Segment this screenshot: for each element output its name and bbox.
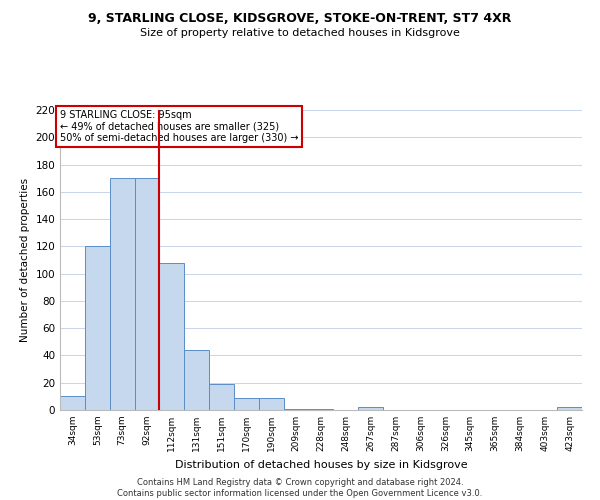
Bar — [284, 408, 308, 410]
Bar — [60, 396, 85, 410]
Bar — [209, 384, 234, 410]
Text: 9, STARLING CLOSE, KIDSGROVE, STOKE-ON-TRENT, ST7 4XR: 9, STARLING CLOSE, KIDSGROVE, STOKE-ON-T… — [88, 12, 512, 26]
Text: Contains HM Land Registry data © Crown copyright and database right 2024.
Contai: Contains HM Land Registry data © Crown c… — [118, 478, 482, 498]
Bar — [259, 398, 284, 410]
Bar — [234, 398, 259, 410]
Bar — [85, 246, 110, 410]
Bar — [110, 178, 134, 410]
Bar — [134, 178, 160, 410]
Text: Size of property relative to detached houses in Kidsgrove: Size of property relative to detached ho… — [140, 28, 460, 38]
X-axis label: Distribution of detached houses by size in Kidsgrove: Distribution of detached houses by size … — [175, 460, 467, 469]
Bar — [358, 408, 383, 410]
Text: 9 STARLING CLOSE: 95sqm
← 49% of detached houses are smaller (325)
50% of semi-d: 9 STARLING CLOSE: 95sqm ← 49% of detache… — [60, 110, 299, 143]
Bar — [557, 408, 582, 410]
Y-axis label: Number of detached properties: Number of detached properties — [20, 178, 30, 342]
Bar — [160, 262, 184, 410]
Bar — [184, 350, 209, 410]
Bar — [308, 408, 334, 410]
